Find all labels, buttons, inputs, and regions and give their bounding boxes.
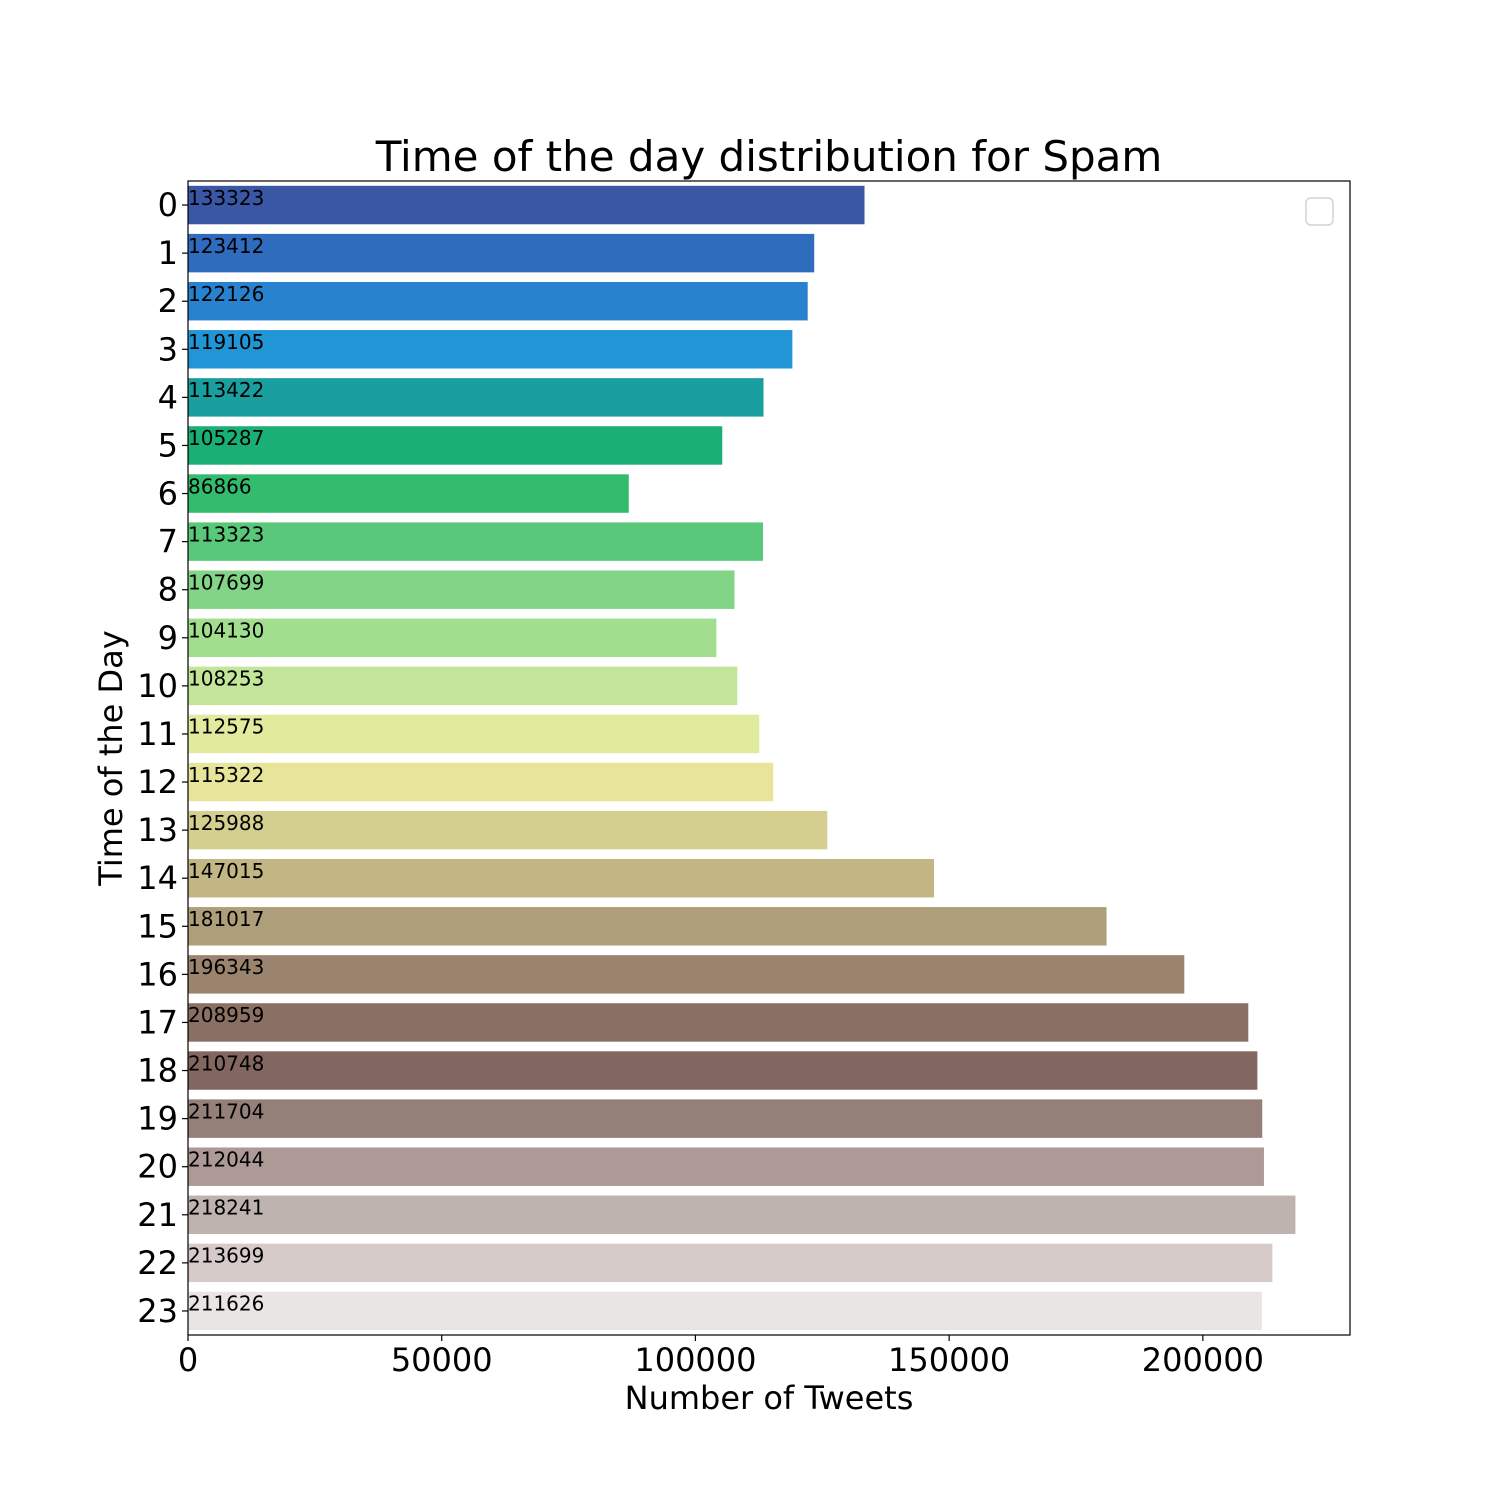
data-label-hour-19: 211704 (188, 1099, 264, 1123)
bar-hour-18 (188, 1051, 1258, 1090)
bars-group (188, 185, 1296, 1331)
data-label-hour-3: 119105 (188, 330, 264, 354)
y-tick-label: 5 (158, 426, 178, 464)
bar-hour-21 (188, 1195, 1296, 1235)
bar-hour-14 (188, 858, 934, 898)
bar-hour-12 (188, 762, 774, 802)
data-label-hour-21: 218241 (188, 1196, 264, 1220)
data-label-hour-22: 213699 (188, 1244, 264, 1268)
bar-hour-15 (188, 907, 1107, 946)
bar-hour-16 (188, 955, 1185, 994)
y-tick-label: 13 (137, 811, 178, 849)
plot-area-frame (187, 180, 1351, 1336)
data-label-hour-1: 123412 (188, 234, 264, 258)
bar-hour-13 (188, 810, 828, 850)
bar-hour-4 (188, 378, 764, 417)
data-label-hour-16: 196343 (188, 955, 264, 979)
x-tick-label: 50000 (391, 1341, 493, 1379)
y-tick-label: 18 (137, 1052, 178, 1090)
y-tick-label: 7 (158, 523, 178, 561)
y-tick-label: 23 (137, 1292, 178, 1330)
bar-hour-6 (188, 474, 629, 513)
y-tick-label: 3 (158, 330, 178, 368)
y-tick-label: 22 (137, 1244, 178, 1282)
y-tick-label: 1 (158, 234, 178, 272)
y-tick-label: 21 (137, 1196, 178, 1234)
y-tick-label: 2 (158, 282, 178, 320)
y-tick-label: 14 (137, 859, 178, 897)
data-labels-group: 133323 123412 122126 119105 113422 105287 8686… (188, 186, 264, 1316)
y-tick-label: 15 (137, 907, 178, 945)
y-tick-label: 10 (137, 667, 178, 705)
data-label-hour-4: 113422 (188, 378, 264, 402)
data-label-hour-17: 208959 (188, 1003, 264, 1027)
y-tick-label: 0 (158, 186, 178, 224)
data-label-hour-10: 108253 (188, 667, 264, 691)
y-tick-label: 4 (158, 378, 178, 416)
bar-hour-0 (188, 185, 865, 225)
bar-hour-2 (188, 281, 808, 321)
data-label-hour-20: 212044 (188, 1147, 264, 1171)
y-axis-label: Time of the Day (92, 630, 130, 886)
bar-hour-19 (188, 1099, 1263, 1138)
x-tick-label: 200000 (1142, 1341, 1264, 1379)
data-label-hour-2: 122126 (188, 282, 264, 306)
data-label-hour-9: 104130 (188, 619, 264, 643)
data-label-hour-15: 181017 (188, 907, 264, 931)
y-tick-label: 11 (137, 715, 178, 753)
bar-hour-5 (188, 426, 723, 465)
bar-hour-11 (188, 714, 760, 754)
y-tick-label: 20 (137, 1148, 178, 1186)
bar-hour-20 (188, 1147, 1264, 1186)
y-tick-label: 16 (137, 955, 178, 993)
y-tick-label: 19 (137, 1100, 178, 1138)
bar-hour-1 (188, 233, 815, 273)
bar-hour-8 (188, 570, 735, 609)
bar-hour-10 (188, 666, 738, 706)
y-tick-label: 8 (158, 571, 178, 609)
chart-title: Time of the day distribution for Spam (375, 132, 1163, 181)
data-label-hour-6: 86866 (188, 474, 252, 498)
data-label-hour-8: 107699 (188, 570, 264, 594)
y-tick-label: 17 (137, 1003, 178, 1041)
data-label-hour-11: 112575 (188, 715, 264, 739)
bar-hour-17 (188, 1003, 1249, 1042)
y-tick-label: 12 (137, 763, 178, 801)
x-tick-label: 150000 (888, 1341, 1010, 1379)
bar-hour-3 (188, 330, 793, 369)
y-tick-label: 9 (158, 619, 178, 657)
x-tick-label: 0 (178, 1341, 198, 1379)
data-label-hour-14: 147015 (188, 859, 264, 883)
data-label-hour-13: 125988 (188, 811, 264, 835)
legend-box (1305, 197, 1334, 226)
bar-hour-22 (188, 1243, 1273, 1283)
y-tick-label: 6 (158, 475, 178, 513)
bar-hour-23 (188, 1291, 1262, 1331)
data-label-hour-5: 105287 (188, 426, 264, 450)
x-axis-ticks: 0 50000 100000 150000 200000 (178, 1335, 1264, 1379)
x-axis-label: Number of Tweets (625, 1379, 914, 1417)
x-tick-label: 100000 (634, 1341, 756, 1379)
data-label-hour-0: 133323 (188, 186, 264, 210)
data-label-hour-12: 115322 (188, 763, 264, 787)
bar-hour-9 (188, 618, 717, 658)
data-label-hour-23: 211626 (188, 1292, 264, 1316)
data-label-hour-7: 113323 (188, 522, 264, 546)
bar-hour-7 (188, 522, 764, 561)
data-label-hour-18: 210748 (188, 1051, 264, 1075)
